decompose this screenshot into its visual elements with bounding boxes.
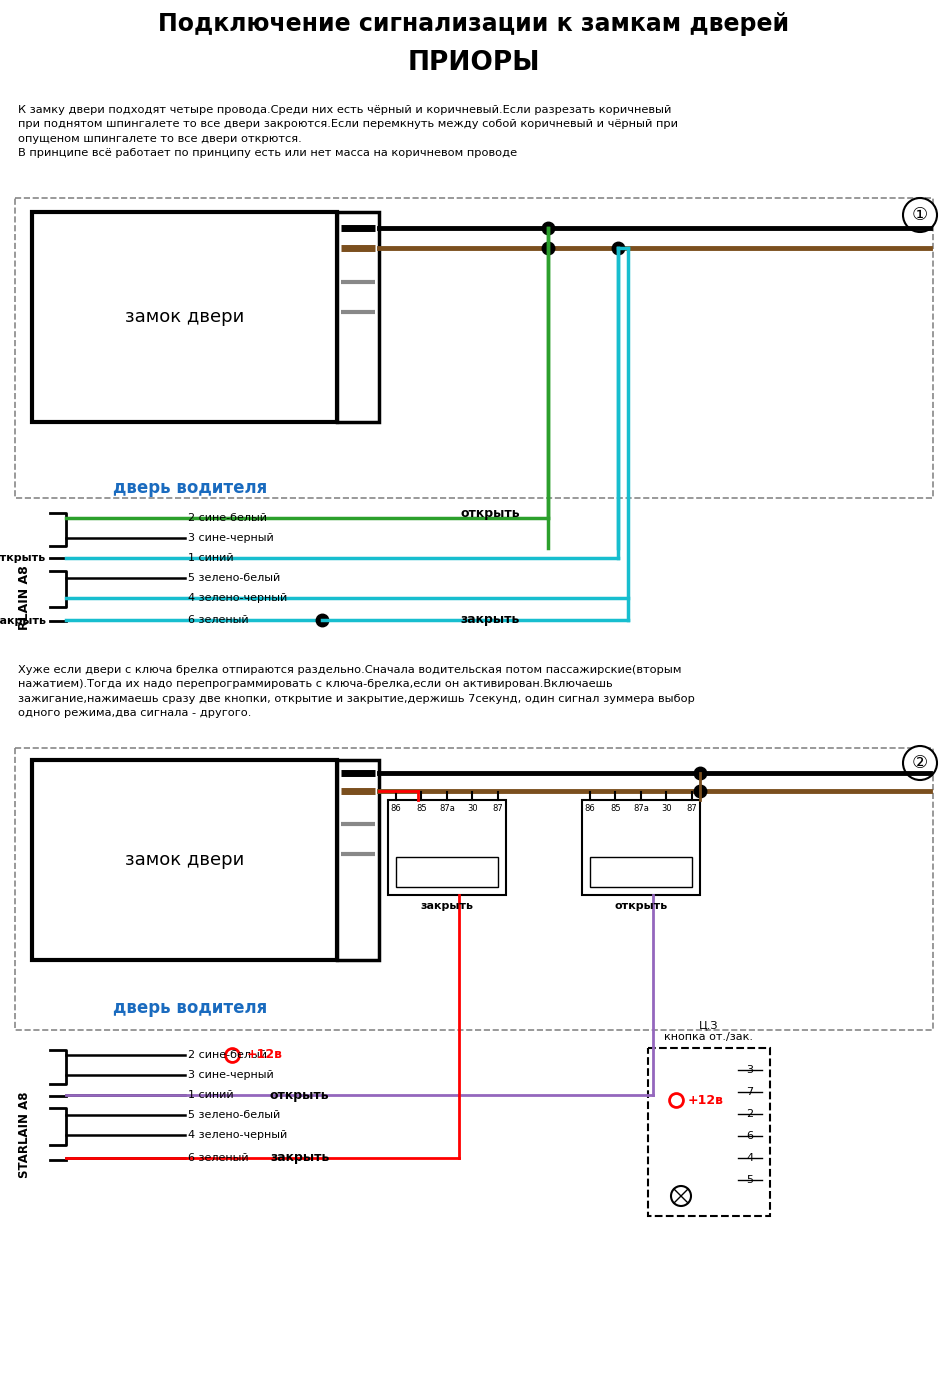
Bar	[388, 800, 506, 895]
Text: 86: 86	[585, 804, 595, 814]
Text: замок двери: замок двери	[125, 851, 245, 870]
Circle shape	[903, 747, 937, 780]
Text: 6: 6	[746, 1131, 754, 1141]
Text: дверь водителя: дверь водителя	[113, 480, 267, 498]
Text: 2 сине-белый: 2 сине-белый	[188, 513, 267, 523]
Text: 85: 85	[611, 804, 621, 814]
Text: кнопка от./зак.: кнопка от./зак.	[665, 1032, 754, 1042]
Text: 87: 87	[686, 804, 698, 814]
Bar	[337, 761, 379, 960]
Text: ①: ①	[912, 206, 928, 224]
Text: 3 сине-черный: 3 сине-черный	[188, 533, 274, 542]
Text: 5 зелено-белый: 5 зелено-белый	[188, 1110, 281, 1120]
Text: Подключение сигнализации к замкам дверей: Подключение сигнализации к замкам дверей	[158, 13, 790, 36]
Text: дверь водителя: дверь водителя	[113, 1000, 267, 1016]
Text: +12в: +12в	[247, 1048, 283, 1061]
Text: 6 зеленый: 6 зеленый	[188, 1153, 248, 1163]
Text: ②: ②	[912, 754, 928, 772]
Text: 1 синий: 1 синий	[188, 1090, 233, 1100]
Text: 7: 7	[746, 1088, 754, 1097]
Text: закрыть: закрыть	[421, 900, 473, 911]
Text: 2 сине-белый: 2 сине-белый	[188, 1050, 267, 1060]
Text: 1 синий: 1 синий	[188, 554, 233, 563]
Text: 87а: 87а	[633, 804, 649, 814]
Text: 86: 86	[391, 804, 401, 814]
Text: +12в: +12в	[688, 1093, 724, 1106]
Text: открыть: открыть	[0, 554, 46, 563]
Text: ПРИОРЫ: ПРИОРЫ	[408, 50, 540, 75]
Text: 87а: 87а	[439, 804, 455, 814]
Text: STARLAIN A8: STARLAIN A8	[19, 1092, 31, 1179]
Text: 6 зеленый: 6 зеленый	[188, 615, 248, 625]
Text: К замку двери подходят четыре провода.Среди них есть чёрный и коричневый.Если ра: К замку двери подходят четыре провода.Ср…	[18, 105, 678, 158]
Bar	[396, 857, 498, 886]
Bar	[32, 761, 337, 960]
Text: закрыть: закрыть	[461, 614, 520, 626]
Text: открыть: открыть	[270, 1089, 330, 1102]
Bar	[590, 857, 692, 886]
Bar	[582, 800, 700, 895]
Text: 3: 3	[746, 1065, 754, 1075]
Text: закрыть: закрыть	[270, 1152, 329, 1165]
Text: 4: 4	[746, 1153, 754, 1163]
Text: 87: 87	[493, 804, 503, 814]
Text: 4 зелено-черный: 4 зелено-черный	[188, 593, 287, 603]
Text: 5: 5	[746, 1174, 754, 1186]
Text: RLAIN A8: RLAIN A8	[19, 566, 31, 630]
Text: открыть: открыть	[460, 507, 520, 520]
Text: 4 зелено-черный: 4 зелено-черный	[188, 1130, 287, 1139]
Circle shape	[903, 199, 937, 232]
Text: 85: 85	[416, 804, 427, 814]
Text: 5 зелено-белый: 5 зелено-белый	[188, 573, 281, 583]
Text: 30: 30	[661, 804, 672, 814]
Text: 2: 2	[746, 1109, 754, 1118]
Text: Ц.З: Ц.З	[700, 1021, 719, 1030]
Text: закрыть: закрыть	[0, 617, 46, 626]
Bar	[337, 212, 379, 422]
Text: 30: 30	[467, 804, 478, 814]
Text: открыть: открыть	[614, 900, 667, 911]
Text: 3 сине-черный: 3 сине-черный	[188, 1069, 274, 1081]
Bar	[32, 212, 337, 422]
Text: Хуже если двери с ключа брелка отпираются раздельно.Сначала водительская потом п: Хуже если двери с ключа брелка отпираютс…	[18, 665, 695, 719]
Text: замок двери: замок двери	[125, 308, 245, 326]
